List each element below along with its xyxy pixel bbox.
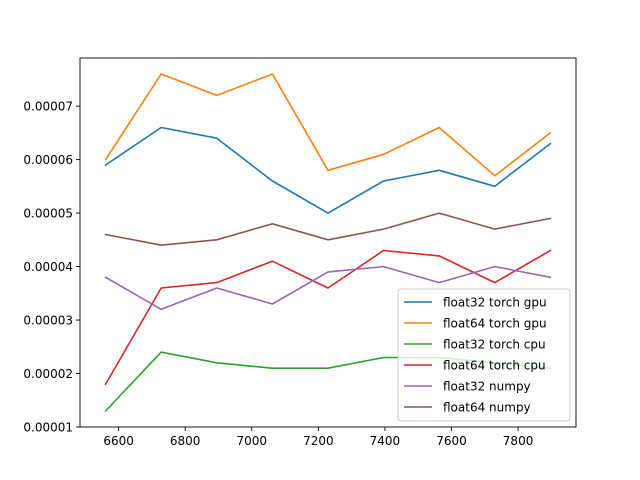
x-tick-label: 7800 [503, 434, 534, 448]
y-tick-label: 0.00001 [23, 421, 73, 435]
series-line-1 [104, 73, 552, 177]
x-axis-ticks: 6600 6800 7000 7200 7400 7600 7800 [103, 427, 533, 448]
y-tick-label: 0.00004 [23, 260, 73, 274]
series-line-4 [104, 265, 552, 311]
x-tick-label: 6600 [103, 434, 134, 448]
legend-label-2: float32 torch cpu [443, 338, 546, 352]
x-tick-label: 7200 [303, 434, 334, 448]
series-line-5 [104, 212, 552, 246]
y-tick-label: 0.00005 [23, 207, 73, 221]
legend-box [397, 288, 571, 422]
y-axis-ticks: 0.00001 0.00002 0.00003 0.00004 0.00005 0.000… [23, 100, 80, 435]
plot-area-border [79, 57, 577, 428]
y-tick-label: 0.00006 [23, 153, 73, 167]
legend: float32 torch gpu float64 torch gpu float3… [397, 288, 571, 422]
y-tick-label: 0.00007 [23, 100, 73, 114]
x-tick-label: 7400 [370, 434, 401, 448]
legend-label-0: float32 torch gpu [443, 296, 547, 310]
x-tick-label: 7600 [436, 434, 467, 448]
x-tick-label: 6800 [170, 434, 201, 448]
series-line-0 [104, 126, 552, 214]
series-layer [104, 73, 552, 413]
y-tick-label: 0.00002 [23, 367, 73, 381]
y-tick-label: 0.00003 [23, 314, 73, 328]
legend-label-4: float32 numpy [443, 380, 531, 394]
legend-label-1: float64 torch gpu [443, 317, 547, 331]
legend-label-5: float64 numpy [443, 401, 531, 415]
series-line-3 [104, 249, 552, 386]
x-tick-label: 7000 [236, 434, 267, 448]
axes-frame [79, 57, 577, 428]
legend-label-3: float64 torch cpu [443, 359, 546, 373]
